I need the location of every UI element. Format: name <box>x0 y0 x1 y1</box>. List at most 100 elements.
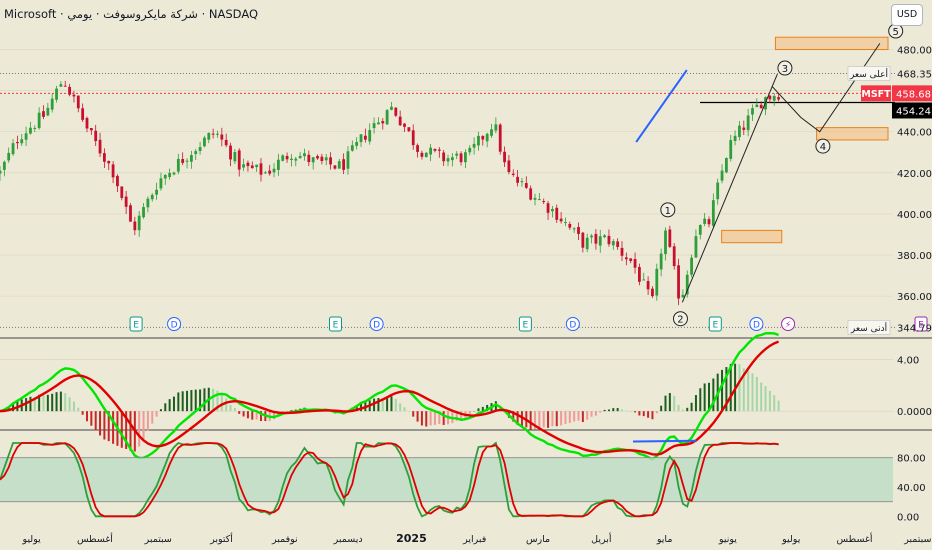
target-zone <box>774 36 889 51</box>
candle-body <box>759 104 763 109</box>
low-value: 344.79 <box>897 323 932 334</box>
macd-histogram-bar <box>399 403 402 412</box>
candle-body <box>98 139 102 154</box>
macd-histogram-bar <box>77 407 80 412</box>
candle-body <box>724 157 728 173</box>
candle-body <box>468 147 472 153</box>
candle-body <box>29 127 32 134</box>
wave-label-circle <box>777 60 793 76</box>
macd-histogram-bar <box>416 411 419 422</box>
macd-histogram-bar <box>194 389 197 412</box>
macd-histogram-bar <box>225 398 228 412</box>
candle-body <box>120 186 124 198</box>
candle-body <box>185 160 189 162</box>
candle-body <box>33 127 37 129</box>
macd-histogram-bar <box>721 369 724 412</box>
candle-body <box>189 155 193 162</box>
candle-body <box>481 136 485 140</box>
candle-body <box>207 133 211 140</box>
candle-body <box>263 172 267 174</box>
candle-body <box>129 205 132 222</box>
high-label-box <box>847 66 891 81</box>
currency-button[interactable]: USD <box>891 4 923 26</box>
x-tick-label: أغسطس <box>837 532 873 545</box>
reference-price-box <box>892 102 932 119</box>
x-tick-label: يوليو <box>22 534 42 545</box>
macd-histogram-bar <box>690 402 693 412</box>
x-tick-label: 2025 <box>396 532 427 545</box>
candle-body <box>181 159 185 163</box>
event-marker-text: E <box>523 321 529 331</box>
event-marker-text: D <box>171 321 178 331</box>
macd-histogram-bar <box>72 401 75 412</box>
candle-body <box>420 152 424 157</box>
macd-histogram-bar <box>203 388 206 412</box>
candle-body <box>533 197 537 200</box>
candle-body <box>111 164 115 178</box>
candle-body <box>285 155 289 160</box>
macd-histogram-bar <box>738 364 741 412</box>
candle-body <box>368 130 372 142</box>
candle-body <box>581 232 585 248</box>
candle-body <box>442 152 446 162</box>
candle-body <box>37 112 41 129</box>
candle-body <box>116 175 119 187</box>
candle-body <box>624 257 628 260</box>
macd-histogram-bar <box>551 411 554 427</box>
macd-histogram-bar <box>38 394 41 412</box>
macd-histogram-bar <box>433 411 436 425</box>
reference-price-value: 454.24 <box>896 106 931 117</box>
macd-histogram-bar <box>455 411 458 421</box>
candle-body <box>672 246 676 267</box>
chart-title: Microsoft · شركة مايكروسوفت · يومي · NAS… <box>4 7 259 21</box>
candle-body <box>7 152 11 161</box>
macd-histogram-bar <box>42 395 45 412</box>
candle-body <box>450 157 454 161</box>
candle-body <box>564 222 567 224</box>
candle-body <box>555 207 559 220</box>
wave-label-1: 1 <box>660 202 676 218</box>
x-tick-label: ديسمبر <box>333 534 363 545</box>
candle-body <box>433 148 437 151</box>
macd-histogram-bar <box>229 404 232 412</box>
macd-histogram-bar <box>629 411 632 412</box>
candle-body <box>616 241 620 247</box>
macd-histogram-bar <box>616 408 619 412</box>
macd-histogram-bar <box>699 388 702 412</box>
candle-body <box>89 128 93 131</box>
earnings-marker <box>328 316 342 332</box>
macd-histogram-bar <box>673 395 676 412</box>
macd-histogram-bar <box>742 368 745 412</box>
low-label: أدنى سعر <box>850 322 887 334</box>
candle-body <box>711 200 715 226</box>
macd-histogram-bar <box>460 411 463 421</box>
macd-histogram-bar <box>172 396 175 412</box>
candle-body <box>320 156 324 161</box>
candle-body <box>24 133 28 140</box>
last-price-box <box>892 85 932 102</box>
macd-histogram-bar <box>547 411 550 428</box>
macd-histogram-bar <box>138 411 141 447</box>
candle-body <box>768 95 772 100</box>
candle-body <box>664 230 667 255</box>
macd-histogram-bar <box>768 390 771 412</box>
blue-trend-line <box>635 69 688 143</box>
macd-histogram-bar <box>12 402 15 412</box>
candle-body <box>15 142 19 144</box>
macd-histogram-bar <box>634 411 637 413</box>
candles <box>0 80 780 306</box>
candle-body <box>303 153 306 157</box>
y-tick-label: 380.00 <box>897 251 932 262</box>
ticker-label: MSFT <box>861 89 891 100</box>
macd-histogram-bar <box>286 411 289 412</box>
earnings-marker <box>518 316 532 332</box>
candle-body <box>429 147 433 155</box>
macd-histogram-bar <box>255 411 258 420</box>
candle-body <box>485 133 489 142</box>
macd-histogram-bar <box>259 411 262 422</box>
y-tick-label: 480.00 <box>897 46 932 57</box>
candle-body <box>611 241 615 246</box>
macd-histogram-bar <box>377 398 380 412</box>
candle-body <box>172 172 176 175</box>
